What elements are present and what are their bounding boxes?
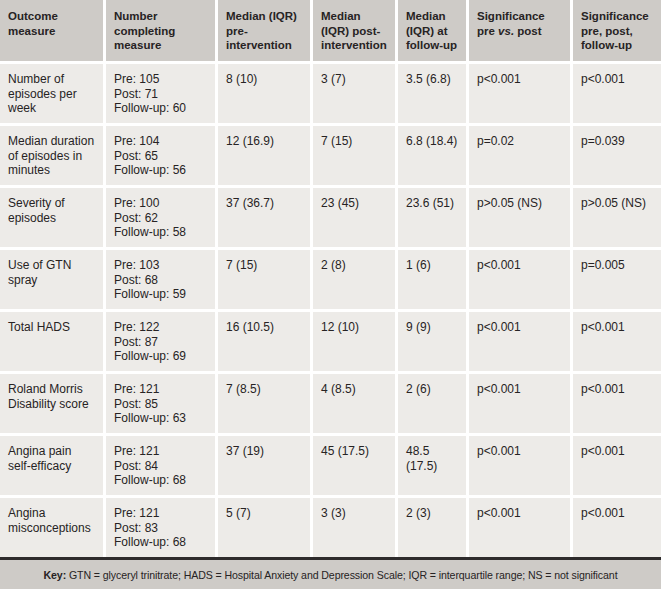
key-label: Key:: [44, 569, 67, 581]
followup-count: Follow-up: 68: [114, 473, 209, 488]
sig-all-cell: p=0.039: [573, 126, 661, 185]
median-pre-cell: 7 (8.5): [218, 374, 310, 433]
outcome-cell: Median duration of episodes in minutes: [0, 126, 103, 185]
post-count: Post: 84: [114, 459, 209, 474]
median-pre-cell: 16 (10.5): [218, 312, 310, 371]
sig-pre-post-cell: p=0.02: [469, 126, 570, 185]
median-followup-cell: 6.8 (18.4): [398, 126, 466, 185]
sig-all-cell: p<0.001: [573, 374, 661, 433]
pre-count: Pre: 122: [114, 320, 209, 335]
followup-count: Follow-up: 59: [114, 287, 209, 302]
completing-cell: Pre: 121 Post: 83 Follow-up: 68: [106, 498, 215, 557]
header-cell-median-pre: Median (IQR) pre-intervention: [218, 0, 310, 61]
median-post-cell: 3 (3): [313, 498, 395, 557]
completing-cell: Pre: 103 Post: 68 Follow-up: 59: [106, 250, 215, 309]
followup-count: Follow-up: 63: [114, 411, 209, 426]
header-cell-sig-pre-post: Significance pre vs. post: [469, 0, 570, 61]
pre-count: Pre: 121: [114, 382, 209, 397]
sig-pre-post-cell: p<0.001: [469, 374, 570, 433]
sig-all-cell: p<0.001: [573, 312, 661, 371]
key-text: GTN = glyceryl trinitrate; HADS = Hospit…: [66, 569, 617, 581]
sig-pre-post-cell: p<0.001: [469, 498, 570, 557]
median-followup-cell: 3.5 (6.8): [398, 64, 466, 123]
median-post-cell: 45 (17.5): [313, 436, 395, 495]
median-post-cell: 12 (10): [313, 312, 395, 371]
post-count: Post: 65: [114, 149, 209, 164]
pre-count: Pre: 104: [114, 134, 209, 149]
median-pre-cell: 8 (10): [218, 64, 310, 123]
completing-cell: Pre: 105 Post: 71 Follow-up: 60: [106, 64, 215, 123]
followup-count: Follow-up: 56: [114, 163, 209, 178]
post-count: Post: 62: [114, 211, 209, 226]
followup-count: Follow-up: 68: [114, 535, 209, 550]
median-post-cell: 23 (45): [313, 188, 395, 247]
pre-count: Pre: 105: [114, 72, 209, 87]
sig-pre-post-cell: p<0.001: [469, 312, 570, 371]
followup-count: Follow-up: 69: [114, 349, 209, 364]
header-cell-outcome: Outcome measure: [0, 0, 103, 61]
post-count: Post: 83: [114, 521, 209, 536]
median-followup-cell: 9 (9): [398, 312, 466, 371]
header-cell-sig-all: Significance pre, post, follow-up: [573, 0, 661, 61]
pre-count: Pre: 121: [114, 444, 209, 459]
median-post-cell: 3 (7): [313, 64, 395, 123]
median-pre-cell: 7 (15): [218, 250, 310, 309]
outcomes-table: Outcome measure Number completing measur…: [0, 0, 661, 589]
completing-cell: Pre: 100 Post: 62 Follow-up: 58: [106, 188, 215, 247]
post-count: Post: 68: [114, 273, 209, 288]
sig-post-label: post: [514, 25, 541, 37]
median-pre-cell: 37 (36.7): [218, 188, 310, 247]
followup-count: Follow-up: 60: [114, 101, 209, 116]
sig-pre-post-cell: p<0.001: [469, 250, 570, 309]
pre-count: Pre: 103: [114, 258, 209, 273]
sig-all-cell: p<0.001: [573, 64, 661, 123]
pre-count: Pre: 121: [114, 506, 209, 521]
sig-pre-post-cell: p<0.001: [469, 64, 570, 123]
median-post-cell: 2 (8): [313, 250, 395, 309]
median-followup-cell: 23.6 (51): [398, 188, 466, 247]
sig-pre-post-cell: p<0.001: [469, 436, 570, 495]
outcome-cell: Angina pain self-efficacy: [0, 436, 103, 495]
completing-cell: Pre: 121 Post: 85 Follow-up: 63: [106, 374, 215, 433]
median-followup-cell: 1 (6): [398, 250, 466, 309]
median-pre-cell: 37 (19): [218, 436, 310, 495]
median-followup-cell: 2 (3): [398, 498, 466, 557]
median-post-cell: 4 (8.5): [313, 374, 395, 433]
completing-cell: Pre: 104 Post: 65 Follow-up: 56: [106, 126, 215, 185]
pre-count: Pre: 100: [114, 196, 209, 211]
outcome-cell: Use of GTN spray: [0, 250, 103, 309]
followup-count: Follow-up: 58: [114, 225, 209, 240]
table-grid: Outcome measure Number completing measur…: [0, 0, 661, 557]
header-cell-median-post: Median (IQR) post-intervention: [313, 0, 395, 61]
post-count: Post: 87: [114, 335, 209, 350]
table-key-footer: Key: GTN = glyceryl trinitrate; HADS = H…: [0, 560, 661, 589]
median-pre-cell: 12 (16.9): [218, 126, 310, 185]
completing-cell: Pre: 122 Post: 87 Follow-up: 69: [106, 312, 215, 371]
median-followup-cell: 48.5 (17.5): [398, 436, 466, 495]
sig-all-cell: p<0.001: [573, 498, 661, 557]
sig-all-cell: p>0.05 (NS): [573, 188, 661, 247]
sig-vs-label: vs.: [498, 25, 514, 37]
outcome-cell: Severity of episodes: [0, 188, 103, 247]
sig-pre-post-cell: p>0.05 (NS): [469, 188, 570, 247]
post-count: Post: 71: [114, 87, 209, 102]
post-count: Post: 85: [114, 397, 209, 412]
sig-all-cell: p=0.005: [573, 250, 661, 309]
outcome-cell: Roland Morris Disability score: [0, 374, 103, 433]
median-followup-cell: 2 (6): [398, 374, 466, 433]
completing-cell: Pre: 121 Post: 84 Follow-up: 68: [106, 436, 215, 495]
outcome-cell: Angina misconceptions: [0, 498, 103, 557]
outcome-cell: Total HADS: [0, 312, 103, 371]
header-cell-median-followup: Median (IQR) at follow-up: [398, 0, 466, 61]
median-pre-cell: 5 (7): [218, 498, 310, 557]
sig-all-cell: p<0.001: [573, 436, 661, 495]
outcome-cell: Number of episodes per week: [0, 64, 103, 123]
median-post-cell: 7 (15): [313, 126, 395, 185]
header-cell-completing: Number completing measure: [106, 0, 215, 61]
